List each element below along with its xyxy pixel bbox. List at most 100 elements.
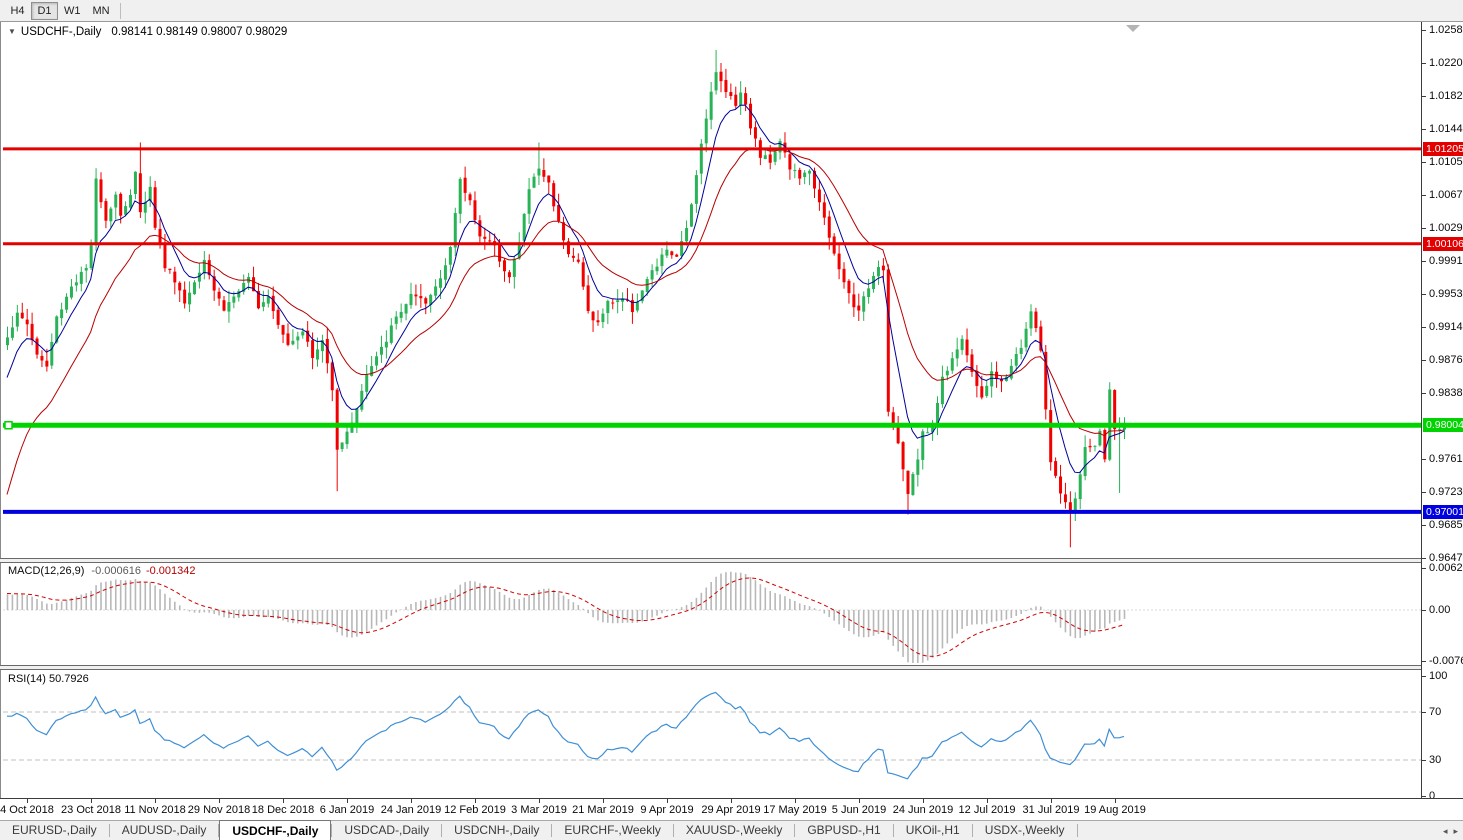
rsi-axis-tick-mark [1422, 760, 1426, 761]
date-axis[interactable]: 4 Oct 2018 23 Oct 2018 11 Nov 2018 29 Nov 2… [0, 798, 1463, 820]
timeframe-toolbar: H4 D1 W1 MN [0, 0, 1463, 22]
macd-axis-tick: -0.00762 [1429, 654, 1463, 667]
date-axis-tick-mark [859, 799, 860, 803]
chart-tab-usdcnh-daily[interactable]: USDCNH-,Daily [454, 823, 540, 837]
price-axis-tick: 1.00670 [1429, 189, 1463, 202]
macd-axis-tick-mark [1422, 568, 1426, 569]
rsi-value: 50.7926 [48, 673, 89, 685]
date-axis-tick-mark [283, 799, 284, 803]
hline-anchor-handle[interactable] [4, 421, 13, 430]
chart-tab-usdchf-daily[interactable]: USDCHF-,Daily [219, 820, 332, 840]
tab-scroll-left-icon[interactable]: ◂ [1442, 825, 1448, 836]
date-axis-tick: 24 Jan 2019 [380, 804, 442, 816]
timeframe-button-d1[interactable]: D1 [31, 1, 58, 20]
rsi-label: RSI(14) 50.7926 [8, 673, 89, 685]
price-level-badge: 1.00106 [1423, 236, 1463, 251]
chart-symbol-label: USDCHF-,Daily [20, 26, 102, 38]
price-axis-tick: 0.96470 [1429, 551, 1463, 564]
date-axis-tick-mark [155, 799, 156, 803]
rsi-axis-tick-mark [1422, 712, 1426, 713]
macd-signal-value: -0.001342 [145, 565, 196, 577]
tab-separator [108, 824, 110, 837]
date-axis-tick-mark [347, 799, 348, 803]
tab-separator [331, 824, 333, 837]
rsi-axis-tick-mark [1422, 796, 1426, 797]
autoscroll-marker-icon [1126, 25, 1140, 32]
price-axis-tick-mark [1422, 128, 1426, 130]
price-axis-tick: 1.01440 [1429, 122, 1463, 135]
date-axis-tick: 12 Jul 2019 [958, 804, 1016, 816]
price-axis[interactable]: 1.02580 1.02200 1.01820 1.01440 1.01050 1.006… [1421, 22, 1463, 802]
tab-separator [892, 824, 894, 837]
price-axis-tick: 1.02580 [1429, 24, 1463, 37]
chart-tab-ukoil-h1[interactable]: UKOil-,H1 [905, 823, 960, 837]
tab-scroll-right-icon[interactable]: ▸ [1453, 825, 1458, 836]
price-axis-tick: 1.01050 [1429, 156, 1463, 169]
tab-separator [1076, 824, 1078, 837]
chart-tabs-bar: EURUSD-,Daily AUDUSD-,Daily USDCHF-,Daily U… [0, 820, 1463, 840]
price-axis-tick-mark [1422, 359, 1426, 361]
chart-tab-usdcad-daily[interactable]: USDCAD-,Daily [344, 823, 430, 837]
price-axis-tick-mark [1422, 557, 1426, 559]
date-axis-tick-mark [91, 799, 92, 803]
timeframe-button-w1[interactable]: W1 [64, 4, 81, 17]
collapse-icon[interactable]: ▼ [8, 27, 16, 36]
price-axis-tick: 1.02200 [1429, 56, 1463, 69]
tab-separator [971, 824, 973, 837]
chart-tab-eurusd-daily[interactable]: EURUSD-,Daily [12, 823, 97, 837]
chart-tab-audusd-daily[interactable]: AUDUSD-,Daily [121, 823, 207, 837]
macd-axis-tick: 0.00 [1429, 604, 1451, 616]
rsi-axis-tick: 70 [1429, 706, 1442, 718]
price-axis-tick-mark [1422, 227, 1426, 229]
tab-separator [218, 824, 220, 837]
date-axis-tick: 21 Mar 2019 [572, 804, 634, 816]
price-axis-tick-mark [1422, 392, 1426, 394]
rsi-axis-tick: 100 [1429, 670, 1448, 682]
chart-ohlc-values: 0.98141 0.98149 0.98007 0.98029 [111, 26, 288, 38]
macd-axis-tick-mark [1422, 660, 1426, 662]
panel-divider[interactable] [0, 558, 1463, 563]
date-axis-tick-mark [475, 799, 476, 803]
macd-label: MACD(12,26,9) -0.000616 -0.001342 [8, 565, 196, 577]
price-axis-tick-mark [1422, 30, 1426, 32]
chart-tab-xauusd-weekly[interactable]: XAUUSD-,Weekly [685, 823, 783, 837]
rsi-name: RSI(14) [8, 673, 46, 685]
macd-histogram [6, 571, 1126, 663]
date-axis-tick: 24 Jun 2019 [892, 804, 954, 816]
date-axis-tick: 29 Apr 2019 [701, 804, 761, 816]
price-axis-tick-mark [1422, 293, 1426, 295]
chart-tab-eurchf-weekly[interactable]: EURCHF-,Weekly [564, 823, 661, 837]
date-axis-tick-mark [27, 799, 28, 803]
date-axis-tick-mark [219, 799, 220, 803]
tab-separator [551, 824, 553, 837]
rsi-line [7, 691, 1125, 780]
chart-tab-gbpusd-h1[interactable]: GBPUSD-,H1 [807, 823, 881, 837]
chart-tab-usdx-weekly[interactable]: USDX-,Weekly [984, 823, 1065, 837]
date-axis-tick-mark [795, 799, 796, 803]
macd-axis-tick-mark [1422, 610, 1426, 611]
price-axis-tick-mark [1422, 459, 1426, 461]
ma-slow-line [6, 147, 1125, 495]
date-axis-tick-mark [731, 799, 732, 803]
timeframe-button-h4[interactable]: H4 [10, 4, 25, 17]
date-axis-tick-mark [1051, 799, 1052, 803]
timeframe-button-mn[interactable]: MN [92, 4, 110, 17]
date-axis-tick: 3 Mar 2019 [511, 804, 567, 816]
panel-divider[interactable] [0, 665, 1463, 670]
date-axis-tick: 29 Nov 2018 [187, 804, 251, 816]
price-axis-tick-mark [1422, 492, 1426, 494]
date-axis-tick: 17 May 2019 [763, 804, 827, 816]
price-level-badge: 1.01205 [1423, 141, 1463, 156]
rsi-axis-tick: 0 [1429, 790, 1436, 802]
date-axis-tick: 6 Jan 2019 [319, 804, 375, 816]
